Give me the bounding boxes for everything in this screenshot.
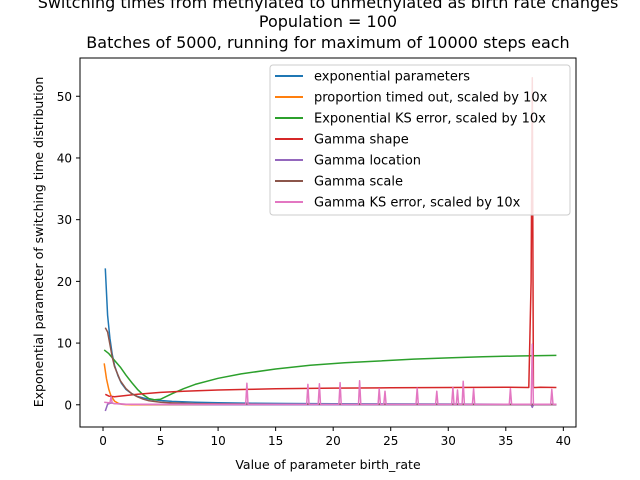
series-lines bbox=[103, 76, 557, 412]
legend: exponential parameters proportion timed o… bbox=[269, 64, 571, 216]
series-line-4 bbox=[104, 76, 557, 398]
legend-frame bbox=[269, 64, 571, 216]
y-tick-label: 10 bbox=[57, 337, 72, 351]
chart-title-line-3: Batches of 5000, running for maximum of … bbox=[86, 33, 569, 52]
y-tick-label: 50 bbox=[57, 90, 72, 104]
plot-area: 0 5 10 15 20 25 30 35 40 0 10 20 30 40 50 bbox=[57, 57, 577, 448]
x-tick-label: 15 bbox=[268, 434, 283, 448]
legend-label-3: Exponential KS error, scaled by 10x bbox=[314, 112, 546, 127]
y-axis-label: Exponential parameter of switching time … bbox=[31, 77, 46, 408]
y-axis: 0 10 20 30 40 50 bbox=[57, 90, 80, 412]
y-tick-label: 40 bbox=[57, 151, 72, 165]
legend-label-6: Gamma scale bbox=[314, 175, 403, 190]
legend-label-2: proportion timed out, scaled by 10x bbox=[314, 91, 548, 106]
legend-label-4: Gamma shape bbox=[314, 133, 409, 148]
x-tick-label: 10 bbox=[210, 434, 225, 448]
y-tick-label: 30 bbox=[57, 213, 72, 227]
series-line-7 bbox=[104, 343, 557, 405]
chart-title-line-1: Switching times from methylated to unmet… bbox=[38, 0, 619, 12]
x-tick-label: 0 bbox=[99, 434, 107, 448]
x-tick-label: 30 bbox=[441, 434, 456, 448]
x-axis: 0 5 10 15 20 25 30 35 40 bbox=[99, 427, 571, 448]
chart-title-line-2: Population = 100 bbox=[259, 12, 397, 31]
legend-label-1: exponential parameters bbox=[314, 70, 470, 85]
legend-label-7: Gamma KS error, scaled by 10x bbox=[314, 196, 521, 211]
x-tick-label: 25 bbox=[383, 434, 398, 448]
x-tick-label: 35 bbox=[498, 434, 513, 448]
y-tick-label: 0 bbox=[64, 398, 72, 412]
x-tick-label: 5 bbox=[157, 434, 165, 448]
legend-label-5: Gamma location bbox=[314, 154, 421, 169]
axes-frame bbox=[79, 57, 577, 428]
x-tick-label: 40 bbox=[556, 434, 571, 448]
legend-entries: exponential parameters proportion timed o… bbox=[275, 70, 548, 211]
series-line-3 bbox=[103, 349, 557, 401]
x-axis-label: Value of parameter birth_rate bbox=[235, 457, 421, 472]
y-tick-label: 20 bbox=[57, 275, 72, 289]
x-tick-label: 20 bbox=[326, 434, 341, 448]
